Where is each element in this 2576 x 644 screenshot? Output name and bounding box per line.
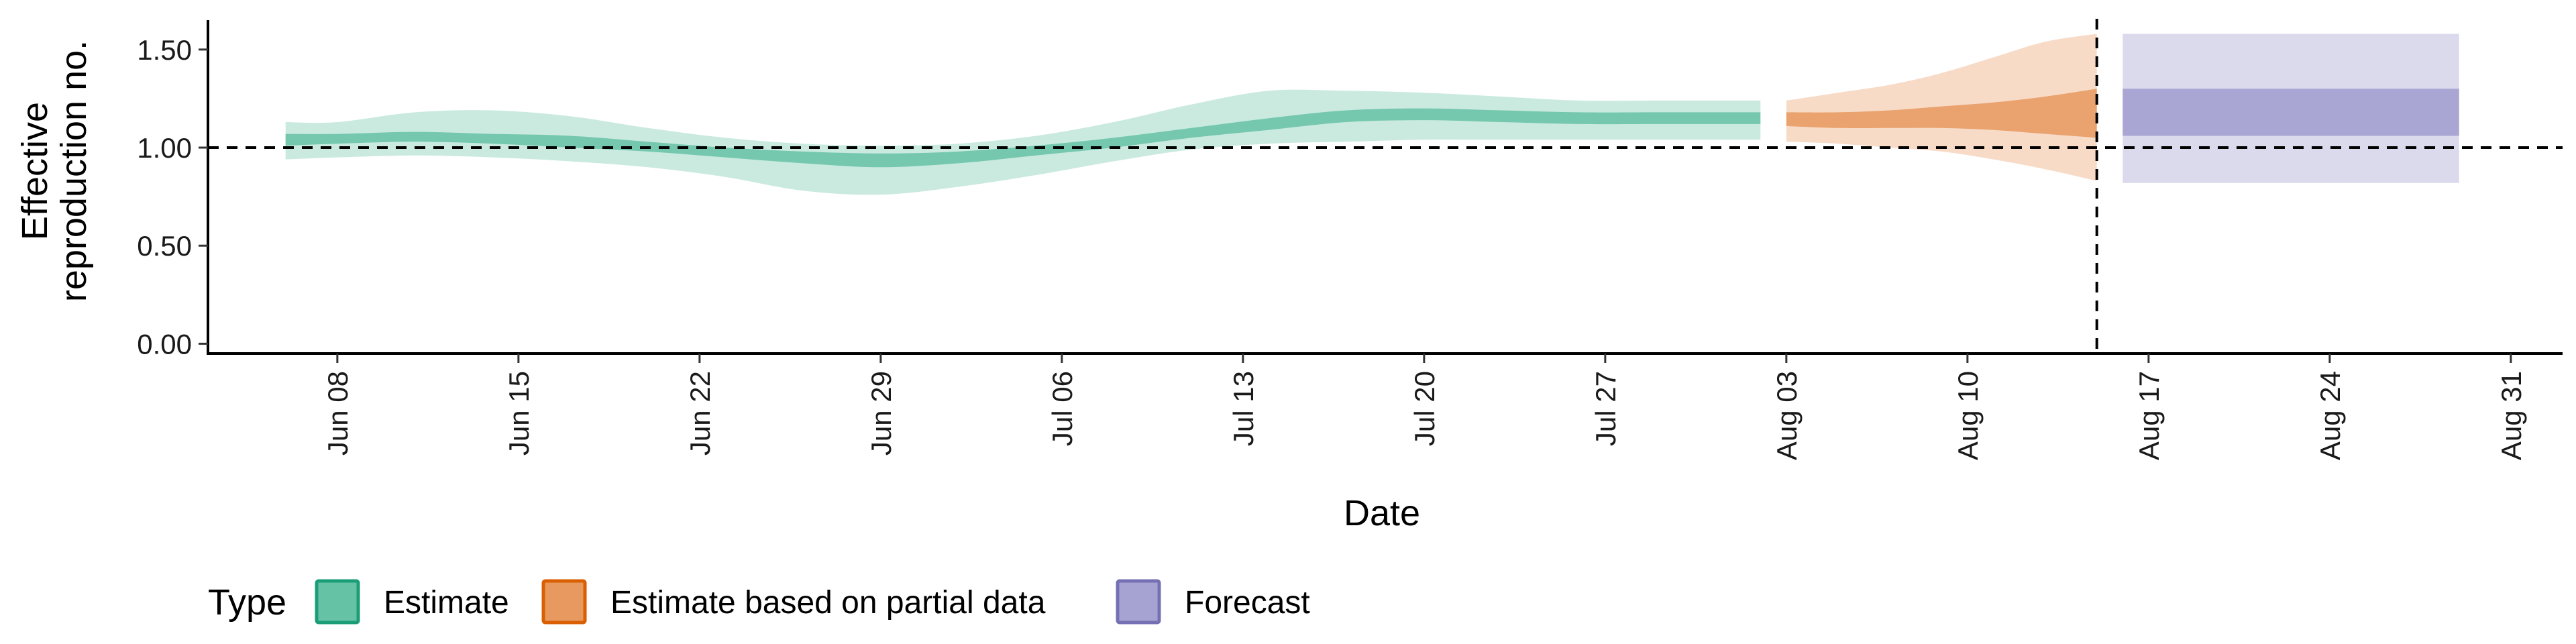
x-ticks: Jun 08 Jun 15 Jun 22 Jun 29 Jul 06 Jul 13 Jul … [322, 354, 2527, 460]
x-tick-label: Aug 24 [2314, 371, 2346, 460]
x-tick-label: Jul 20 [1409, 371, 1440, 446]
legend-label-estimate-based-on-partial-data: Estimate based on partial data [610, 585, 1046, 621]
estimate-based-on-partial-data-inner-band [1786, 89, 2097, 138]
x-tick-label: Jul 06 [1046, 371, 1078, 446]
x-tick-label: Aug 17 [2133, 371, 2165, 460]
y-axis-label-line-1: Effective [15, 102, 55, 240]
axes [207, 20, 2563, 355]
x-tick-label: Aug 10 [1952, 371, 1984, 460]
x-tick-label: Jul 27 [1590, 371, 1621, 446]
legend-label-forecast: Forecast [1185, 585, 1310, 621]
x-tick-label: Aug 31 [2496, 371, 2527, 460]
x-tick-label: Jun 22 [684, 371, 716, 455]
y-tick-label: 1.50 [137, 34, 192, 66]
legend: Type Estimate Estimate based on partial da… [208, 579, 1310, 625]
estimate-inner-band [285, 108, 1761, 168]
y-tick-label: 0.00 [137, 328, 192, 360]
y-tick-label: 0.50 [137, 230, 192, 262]
x-axis-label: Date [1344, 493, 1420, 533]
legend-key-estimate-based-on-partial-data [541, 579, 587, 625]
legend-key-forecast [1116, 579, 1161, 625]
y-ticks: 0.00 0.50 1.00 1.50 [137, 34, 208, 360]
reference-lines [208, 19, 2563, 354]
y-tick-label: 1.00 [137, 132, 192, 164]
legend-label-estimate: Estimate [384, 585, 509, 621]
forecast-inner-band [2123, 89, 2459, 136]
x-tick-label: Jun 08 [322, 371, 354, 455]
x-tick-label: Jul 13 [1228, 371, 1259, 446]
x-tick-label: Aug 03 [1771, 371, 1803, 460]
data-bands [285, 34, 2459, 195]
x-tick-label: Jun 29 [865, 371, 897, 455]
y-axis-label-line-2: reproduction no. [54, 40, 94, 302]
legend-key-estimate [315, 579, 360, 625]
legend-title: Type [208, 582, 286, 623]
x-tick-label: Jun 15 [503, 371, 535, 455]
